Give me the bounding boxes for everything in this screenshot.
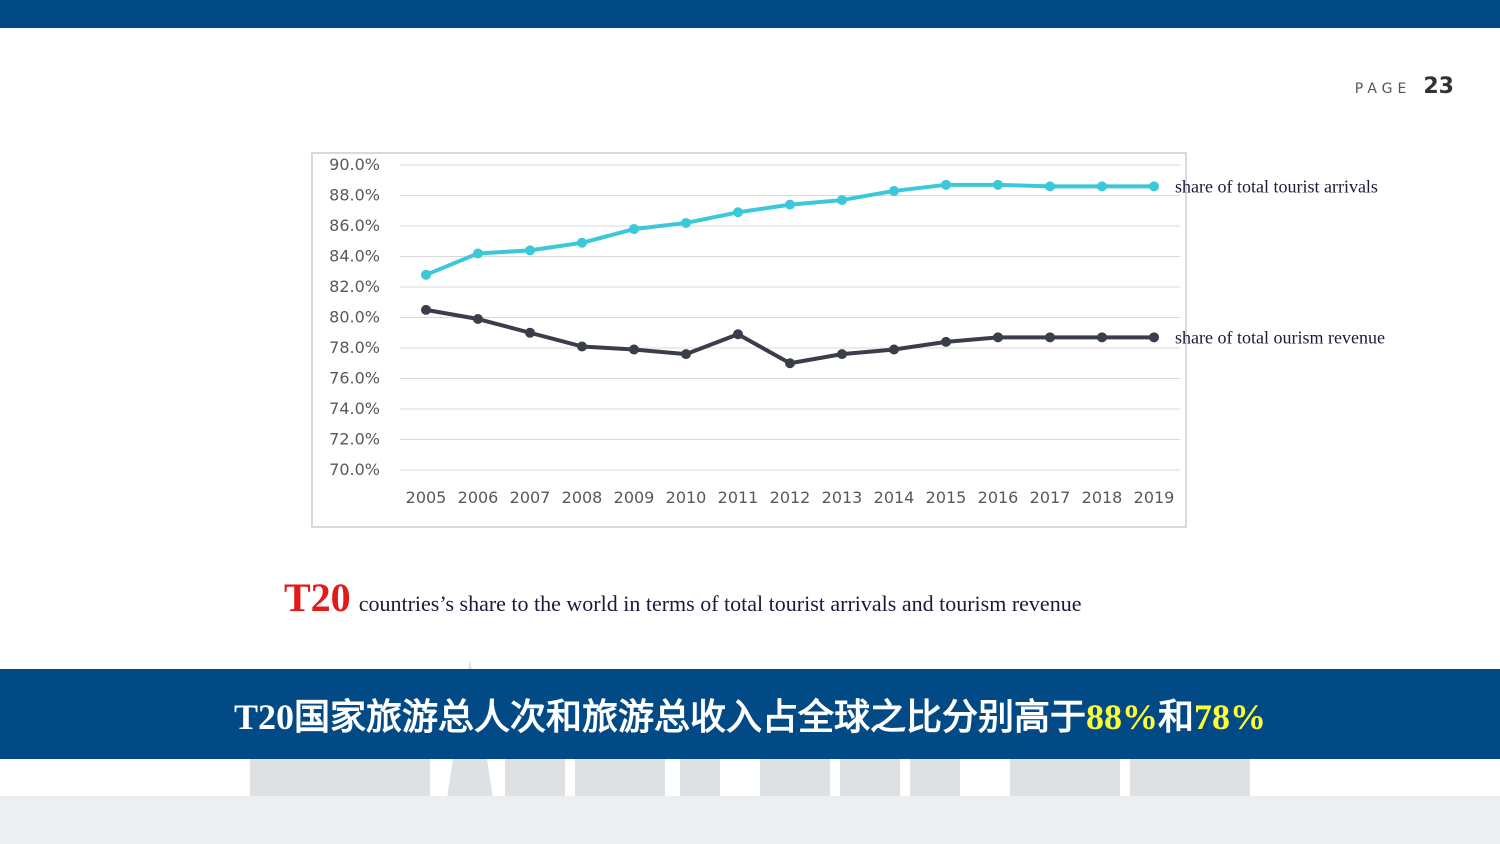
data-point	[577, 341, 587, 352]
x-tick-label: 2009	[614, 488, 655, 507]
data-point	[681, 217, 691, 228]
series-line-1	[424, 182, 1156, 277]
data-point	[473, 248, 483, 259]
caption-text: countries’s share to the world in terms …	[358, 591, 1082, 616]
banner-main-text: T20国家旅游总人次和旅游总收入占全球之比分别高于	[233, 697, 1086, 737]
banner-connector: 和	[1158, 697, 1195, 737]
data-point	[837, 349, 847, 360]
y-axis-ticks: 90.0% 88.0% 86.0% 84.0% 82.0% 80.0% 78.0% 76.0%…	[329, 155, 380, 479]
data-point	[1149, 332, 1159, 343]
y-tick-label: 80.0%	[329, 308, 380, 327]
data-point	[889, 344, 899, 355]
data-point	[473, 314, 483, 325]
x-tick-label: 2011	[718, 488, 759, 507]
y-tick-label: 90.0%	[329, 155, 380, 174]
y-tick-label: 70.0%	[329, 460, 380, 479]
data-point	[993, 179, 1003, 190]
data-point	[785, 358, 795, 369]
page-indicator: PAGE 23	[1355, 74, 1454, 99]
data-point	[1149, 181, 1159, 192]
grid-lines	[400, 164, 1180, 471]
x-tick-label: 2006	[458, 488, 499, 507]
page-word: PAGE	[1354, 81, 1412, 97]
data-point	[525, 327, 535, 338]
data-point	[941, 179, 951, 190]
data-point	[941, 336, 951, 347]
bottom-band	[0, 796, 1500, 844]
banner-highlight-revenue: 78%	[1194, 697, 1267, 737]
data-point	[1097, 332, 1107, 343]
banner-highlight-arrivals: 88%	[1086, 697, 1158, 737]
x-tick-label: 2018	[1082, 488, 1123, 507]
series-label-2: share of total ourism revenue	[1175, 327, 1385, 347]
banner-text: T20国家旅游总人次和旅游总收入占全球之比分别高于88%和78%	[234, 688, 1266, 740]
data-point	[733, 329, 743, 340]
data-point	[785, 199, 795, 210]
x-tick-label: 2015	[926, 488, 967, 507]
data-point	[889, 185, 899, 196]
data-point	[1097, 181, 1107, 192]
x-tick-label: 2010	[666, 488, 707, 507]
summary-banner: T20国家旅游总人次和旅游总收入占全球之比分别高于88%和78%	[0, 669, 1500, 759]
x-axis-ticks: 2005 2006 2007 2008 2009 2010 2011 2012 2013 2014…	[406, 488, 1175, 507]
x-tick-label: 2008	[562, 488, 603, 507]
data-point	[681, 349, 691, 360]
data-point	[1045, 332, 1055, 343]
y-tick-label: 86.0%	[329, 216, 380, 235]
x-tick-label: 2005	[406, 488, 447, 507]
data-point	[421, 304, 431, 315]
data-point	[421, 269, 431, 280]
data-point	[525, 245, 535, 256]
y-tick-label: 74.0%	[329, 399, 380, 418]
chart-caption: T20 countries’s share to the world in ter…	[284, 574, 1284, 621]
y-tick-label: 72.0%	[329, 430, 380, 449]
x-tick-label: 2016	[978, 488, 1019, 507]
x-tick-label: 2019	[1134, 488, 1175, 507]
y-tick-label: 84.0%	[329, 247, 380, 266]
x-tick-label: 2012	[770, 488, 811, 507]
series-label-1: share of total tourist arrivals	[1175, 176, 1378, 196]
data-point	[733, 207, 743, 218]
y-tick-label: 88.0%	[329, 186, 380, 205]
y-tick-label: 78.0%	[329, 338, 380, 357]
x-tick-label: 2013	[822, 488, 863, 507]
page-number: 23	[1423, 74, 1454, 99]
caption-prefix: T20	[284, 575, 351, 620]
data-point	[993, 332, 1003, 343]
data-point	[1045, 181, 1055, 192]
y-tick-label: 82.0%	[329, 277, 380, 296]
data-point	[629, 344, 639, 355]
x-tick-label: 2017	[1030, 488, 1071, 507]
series-labels: share of total tourist arrivals share of …	[1175, 176, 1385, 347]
data-point	[837, 195, 847, 206]
y-tick-label: 76.0%	[329, 369, 380, 388]
x-tick-label: 2014	[874, 488, 915, 507]
x-tick-label: 2007	[510, 488, 551, 507]
top-bar	[0, 0, 1500, 28]
data-point	[577, 237, 587, 248]
series-lines	[421, 179, 1159, 369]
data-point	[629, 224, 639, 235]
